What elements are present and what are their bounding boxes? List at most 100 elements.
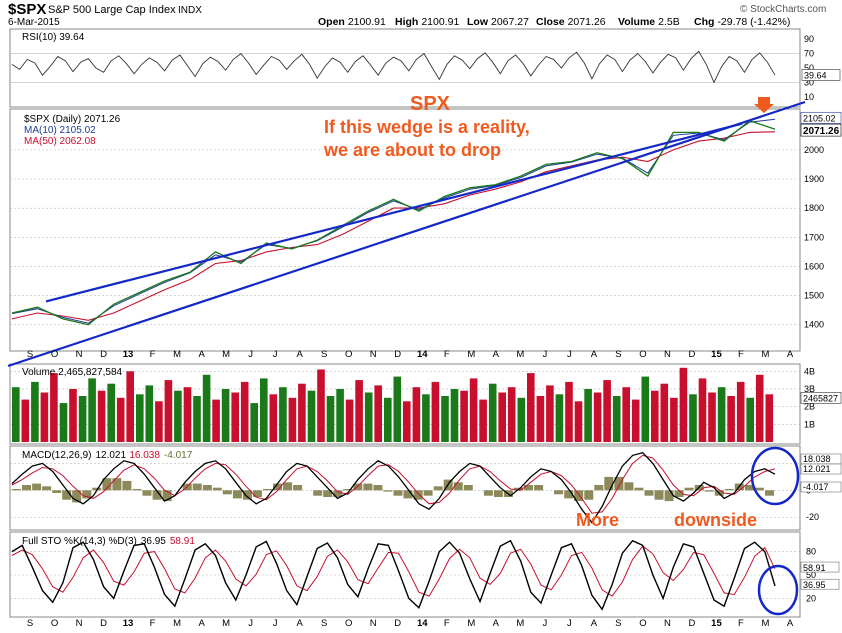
macd-histogram-bar [252,490,262,497]
upper-x-tick: F [150,349,156,360]
low-label: Low [467,16,489,28]
macd-histogram-bar [222,490,232,495]
volume-bar [279,387,287,442]
stochastic-value-label-0: 58.91 [803,563,826,573]
volume-bar [355,380,363,442]
rsi-value-box [801,69,841,81]
macd-panel [9,445,801,531]
volume-bar [517,397,526,442]
volume-bar [288,397,297,442]
volume-bar [622,387,630,442]
rsi-tick-0: 90 [804,34,814,44]
close-value: 2071.26 [568,16,606,28]
annotation-more: More [576,510,619,530]
lower-x-tick: A [198,618,205,629]
upper-x-tick: A [591,349,598,360]
macd-histogram-bar [433,486,443,491]
macd-histogram-bar [765,490,774,496]
stochastic-panel [9,531,801,618]
macd-signal-value: 16.038 [129,450,160,461]
stochastic-value-box-1 [800,578,840,590]
volume-bar [603,380,611,442]
volume-bar [250,403,258,442]
volume-tick-2: 2B [804,402,815,412]
macd-value-box-1 [800,463,842,475]
lower-x-tick: 13 [123,618,134,629]
volume-bar [736,381,745,442]
upper-x-tick: N [76,349,83,360]
lower-x-tick: O [51,618,58,629]
lower-x-tick: F [150,618,156,629]
stochastic-tick-0: 80 [806,547,816,557]
volume-bar [183,387,192,442]
volume-bar [755,374,764,442]
low-value: 2067.27 [491,16,529,28]
macd-histogram-bar [343,489,353,491]
macd-histogram-bar [423,490,433,496]
macd-histogram-bar [594,485,604,491]
volume-bar [12,387,20,442]
lower-x-tick: M [173,618,181,629]
upper-x-tick: D [688,349,695,360]
macd-histogram-bar [12,489,21,491]
price-tick-6: 1400 [804,320,824,330]
rsi-tick-4: 10 [804,92,814,102]
macd-histogram-bar [102,478,112,491]
lower-x-tick: S [321,618,327,629]
volume-bar [536,396,545,442]
upper-x-tick: S [27,349,33,360]
volume-bar [59,403,68,442]
macd-highlight-circle [750,446,800,506]
volume-bar [727,396,735,442]
volume-bar [240,381,249,442]
macd-histogram-bar [483,490,493,496]
volume-bar [69,389,77,442]
grid-lines [10,53,800,599]
volume-bar [174,390,182,442]
lower-x-tick: A [493,618,500,629]
lower-x-tick: F [444,618,450,629]
macd-histogram-bar [242,490,252,500]
high-value: 2100.91 [421,16,459,28]
volume-bar [565,381,573,442]
volume-bar [708,392,716,442]
volume-bar [345,399,354,442]
price-legend: $SPX (Daily) 2071.26 [24,114,121,125]
macd-histogram-bar [644,490,654,496]
macd-histogram-bar [142,490,152,496]
lower-x-tick: J [567,618,572,629]
macd-histogram-bar [52,490,62,493]
macd-histogram-bar [463,485,473,491]
volume-bar [403,401,411,442]
macd-histogram-bar [92,487,102,491]
annotation-line1: If this wedge is a reality, [324,117,530,137]
lower-x-tick: O [639,618,646,629]
upper-x-tick: 15 [711,349,722,360]
lower-x-tick: M [516,618,524,629]
volume-bar [670,397,678,442]
upper-x-tick: 14 [417,349,428,360]
upper-x-tick: S [321,349,327,360]
macd-histogram-bar [122,480,132,491]
stochastic-value-box-0 [800,561,840,573]
lower-x-tick: N [664,618,671,629]
macd-value-box-2 [800,481,842,493]
macd-histogram-bar [152,490,162,500]
macd-histogram-bar [323,490,333,497]
svg-text:Chg-29.78 (-1.42%): Chg -29.78 (-1.42%) [694,16,790,28]
volume-bar [469,378,478,442]
volume-bar [584,389,592,442]
rsi-panel [9,28,801,108]
volume-bar [441,396,449,442]
lower-x-tick: S [27,618,33,629]
rsi-legend: RSI(10) 39.64 [22,32,85,43]
lower-x-tick: A [591,618,598,629]
macd-histogram-bar [524,485,533,491]
macd-histogram-bar [534,485,544,491]
upper-x-tick: A [787,349,794,360]
volume-legend: Volume 2,465,827,584 [22,367,123,378]
rsi-tick-1: 70 [804,49,814,59]
lower-x-tick: A [787,618,794,629]
